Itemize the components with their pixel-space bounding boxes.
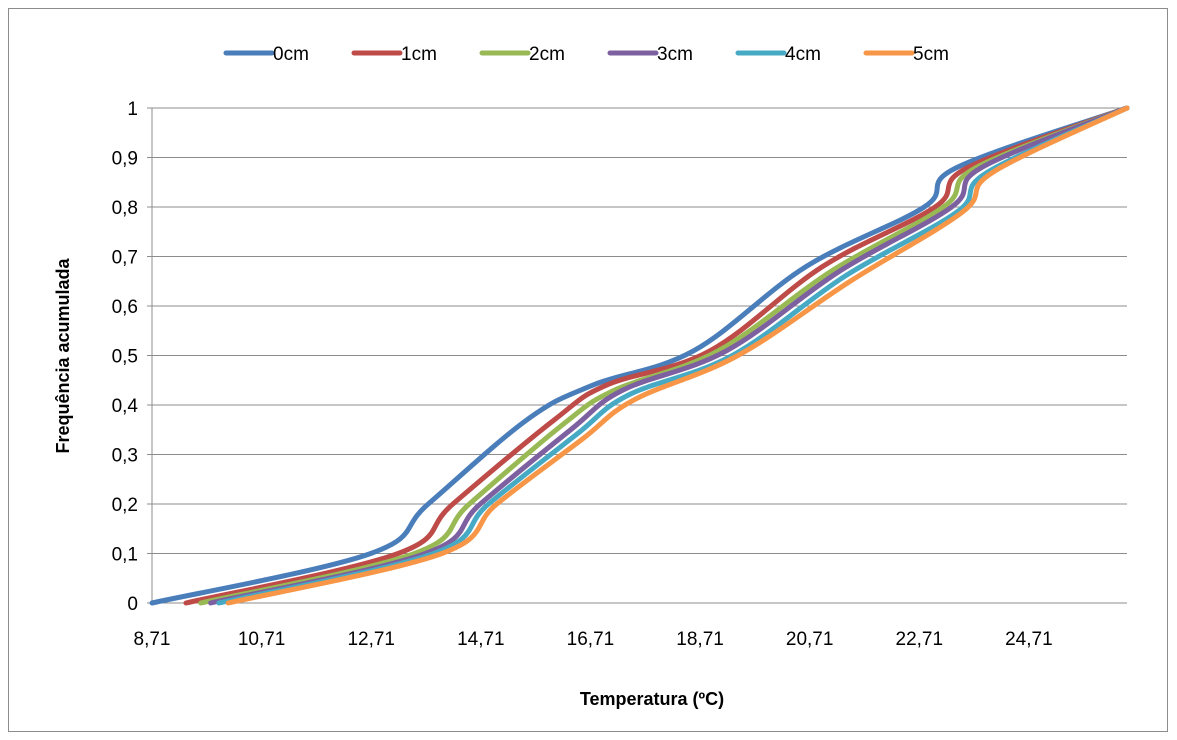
y-axis-ticks: 0 0,1 0,2 0,3 0,4 0,5 0,6 0,7 0,8 0,9 1 [112,99,152,615]
series-lines [149,105,1130,606]
x-axis-title: Temperatura (ºC) [580,689,724,709]
legend-label: 3cm [657,44,693,65]
y-tick-label: 0,2 [112,495,138,516]
y-tick-label: 1 [127,99,138,120]
x-tick-label: 10,71 [238,629,286,650]
y-tick-label: 0,5 [112,347,138,368]
y-tick-label: 0,3 [112,446,138,467]
grid-lines [152,107,1127,604]
legend-label: 0cm [273,44,309,65]
y-tick-label: 0,7 [112,248,138,269]
y-tick-label: 0,9 [112,149,138,170]
x-tick-label: 18,71 [676,629,724,650]
series-line-0cm [149,105,1130,606]
legend-label: 2cm [529,44,565,65]
x-tick-label: 22,71 [896,629,944,650]
x-tick-label: 24,71 [1005,629,1053,650]
x-axis-ticks: 8,71 10,71 12,71 14,71 16,71 18,71 20,71 22,71 2… [134,629,1053,650]
legend-label: 1cm [401,44,437,65]
legend-label: 5cm [913,44,949,65]
series-line-5cm [225,105,1130,606]
legend: 0cm 1cm 2cm 3cm 4cm 5cm [223,44,949,65]
chart-frame [8,8,1168,732]
y-tick-label: 0,4 [112,396,139,417]
x-tick-label: 20,71 [786,629,834,650]
y-tick-label: 0 [127,594,138,615]
y-tick-label: 0,8 [112,198,138,219]
series-line-4cm [216,105,1130,606]
x-tick-label: 16,71 [567,629,615,650]
series-line-1cm [183,105,1130,606]
series-line-3cm [208,105,1130,606]
x-tick-label: 14,71 [457,629,505,650]
y-tick-label: 0,6 [112,297,138,318]
x-tick-label: 12,71 [347,629,395,650]
y-axis-title: Frequência acumulada [53,257,73,453]
y-tick-label: 0,1 [112,545,138,566]
legend-label: 4cm [785,44,821,65]
x-tick-label: 8,71 [134,629,171,650]
